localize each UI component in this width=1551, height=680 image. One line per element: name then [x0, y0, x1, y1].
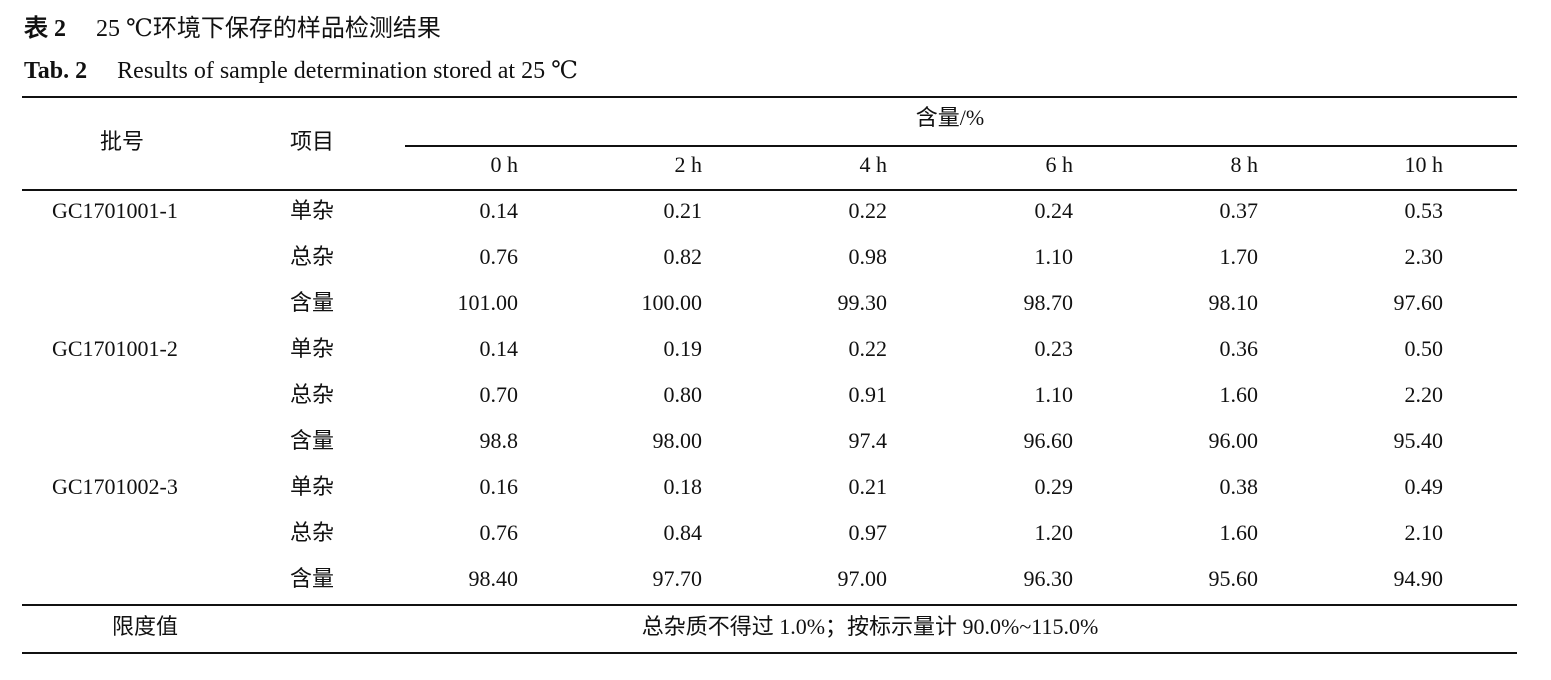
table-cell: 1.60: [1219, 382, 1259, 407]
batch-id: GC1701001-1: [52, 198, 178, 223]
row-item-label: 含量: [290, 566, 335, 591]
table-cell: 1.20: [1034, 520, 1074, 545]
table-cell: 0.70: [479, 382, 519, 407]
table-cell: 0.91: [848, 382, 888, 407]
time-header: 6 h: [1045, 152, 1074, 177]
table-cell: 0.80: [663, 382, 703, 407]
table-cell: 1.10: [1034, 382, 1074, 407]
table-cell: 2.20: [1404, 382, 1444, 407]
table-cell: 0.21: [848, 474, 888, 499]
table-cell: 0.98: [848, 244, 888, 269]
table-cell: 98.70: [1023, 290, 1074, 315]
table-cell: 0.14: [479, 336, 519, 361]
table-cell: 94.90: [1393, 566, 1444, 591]
table-cell: 0.23: [1034, 336, 1074, 361]
table-cell: 0.37: [1219, 198, 1259, 223]
body-bottom-rule: [22, 604, 1517, 606]
table-cell: 98.8: [479, 428, 519, 453]
row-item-label: 含量: [290, 290, 335, 315]
table-top-rule: [22, 96, 1517, 98]
table-cell: 1.10: [1034, 244, 1074, 269]
table-cell: 95.60: [1208, 566, 1259, 591]
time-header: 2 h: [674, 152, 703, 177]
row-item-label: 单杂: [290, 336, 335, 361]
table-cell: 99.30: [837, 290, 888, 315]
header-content: 含量/%: [915, 105, 985, 130]
row-item-label: 总杂: [290, 520, 335, 545]
table-cell: 0.22: [848, 198, 888, 223]
table-cell: 0.82: [663, 244, 703, 269]
table-cell: 0.21: [663, 198, 703, 223]
table-cell: 1.60: [1219, 520, 1259, 545]
table-cell: 101.00: [457, 290, 519, 315]
caption-title-cn: 25 ℃环境下保存的样品检测结果: [96, 16, 441, 42]
batch-id: GC1701002-3: [52, 474, 178, 499]
row-item-label: 总杂: [290, 244, 335, 269]
header-item: 项目: [289, 129, 334, 154]
footer-label: 限度值: [111, 614, 178, 639]
table-caption-en: Tab. 2 Results of sample determination st…: [24, 54, 578, 88]
table-cell: 0.76: [479, 520, 519, 545]
row-item-label: 单杂: [290, 474, 335, 499]
table-cell: 97.4: [848, 428, 888, 453]
table-cell: 96.60: [1023, 428, 1074, 453]
table-cell: 2.10: [1404, 520, 1444, 545]
table-cell: 95.40: [1393, 428, 1444, 453]
caption-label-cn: 表 2: [24, 16, 66, 42]
table-cell: 0.16: [479, 474, 519, 499]
content-header-rule: [405, 145, 1517, 147]
caption-title-en: Results of sample determination stored a…: [117, 58, 578, 84]
table-caption-cn: 表 2 25 ℃环境下保存的样品检测结果: [24, 12, 441, 46]
header-batch: 批号: [99, 129, 144, 154]
table-cell: 100.00: [641, 290, 703, 315]
batch-id: GC1701001-2: [52, 336, 178, 361]
table-cell: 0.19: [663, 336, 703, 361]
table-cell: 0.84: [663, 520, 703, 545]
time-header: 10 h: [1404, 152, 1444, 177]
table-cell: 0.22: [848, 336, 888, 361]
table-cell: 0.18: [663, 474, 703, 499]
table-bottom-rule: [22, 652, 1517, 654]
table-cell: 2.30: [1404, 244, 1444, 269]
table-cell: 98.40: [468, 566, 519, 591]
footer-text: 总杂质不得过 1.0%；按标示量计 90.0%~115.0%: [641, 614, 1099, 639]
table-cell: 0.14: [479, 198, 519, 223]
table-cell: 97.00: [837, 566, 888, 591]
row-item-label: 含量: [290, 428, 335, 453]
row-item-label: 总杂: [290, 382, 335, 407]
time-header: 0 h: [490, 152, 519, 177]
table-cell: 0.49: [1404, 474, 1444, 499]
header-bottom-rule: [22, 189, 1517, 191]
table-cell: 0.50: [1404, 336, 1444, 361]
table-cell: 0.36: [1219, 336, 1259, 361]
table-cell: 0.53: [1404, 198, 1444, 223]
table-cell: 0.29: [1034, 474, 1074, 499]
table-cell: 98.10: [1208, 290, 1259, 315]
time-header: 4 h: [859, 152, 888, 177]
table-cell: 0.24: [1034, 198, 1074, 223]
caption-label-en: Tab. 2: [24, 58, 88, 84]
time-header: 8 h: [1230, 152, 1259, 177]
table-cell: 97.70: [652, 566, 703, 591]
table-cell: 1.70: [1219, 244, 1259, 269]
table-cell: 96.00: [1208, 428, 1259, 453]
table-cell: 96.30: [1023, 566, 1074, 591]
row-item-label: 单杂: [290, 198, 335, 223]
table-cell: 98.00: [652, 428, 703, 453]
table-cell: 0.97: [848, 520, 888, 545]
table-cell: 97.60: [1393, 290, 1444, 315]
table-cell: 0.38: [1219, 474, 1259, 499]
table-cell: 0.76: [479, 244, 519, 269]
